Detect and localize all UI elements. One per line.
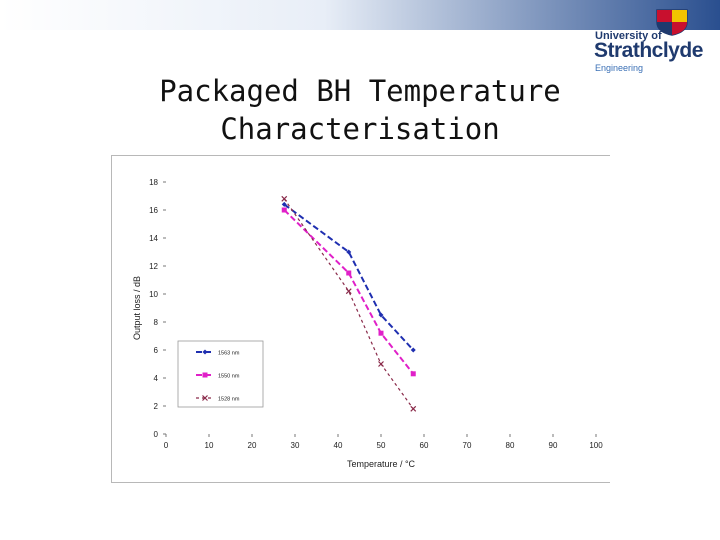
legend-label: 1563 nm <box>218 351 240 357</box>
x-tick-label: 60 <box>420 441 429 450</box>
data-point <box>345 288 352 295</box>
data-point <box>410 405 417 412</box>
y-tick-label: 16 <box>149 206 158 215</box>
y-tick-label: 8 <box>154 318 159 327</box>
x-tick-label: 30 <box>291 441 300 450</box>
y-tick-label: 4 <box>154 374 159 383</box>
series-line <box>283 198 414 410</box>
data-point <box>378 361 384 367</box>
y-tick-label: 10 <box>149 290 158 299</box>
data-point <box>281 195 288 202</box>
x-tick-label: 70 <box>463 441 472 450</box>
chart-frame <box>111 155 610 483</box>
legend-label: 1550 nm <box>218 374 240 380</box>
series-line <box>283 209 415 375</box>
x-tick-label: 20 <box>248 441 257 450</box>
data-point <box>378 330 384 336</box>
x-tick-label: 90 <box>549 441 558 450</box>
x-tick-label: 40 <box>334 441 343 450</box>
data-point <box>202 349 208 355</box>
x-axis-label: Temperature / °C <box>347 459 416 469</box>
y-tick-label: 12 <box>149 262 158 271</box>
legend-label: 1528 nm <box>218 397 240 403</box>
logo-line-3: Engineering <box>595 63 644 73</box>
logo-line-1: University of <box>595 30 662 42</box>
data-point <box>281 207 287 213</box>
data-point <box>410 347 416 353</box>
data-point <box>346 270 352 276</box>
y-tick-label: 0 <box>154 430 159 439</box>
series-1563-nm <box>281 201 416 353</box>
y-tick-label: 14 <box>149 234 158 243</box>
crest-icon <box>656 9 688 36</box>
data-point <box>202 395 208 401</box>
header-gradient-bar <box>0 0 720 30</box>
data-point <box>202 372 208 378</box>
x-tick-label: 0 <box>164 441 169 450</box>
line-chart: 0 2 4 6 8 10 12 14 16 18 0 10 20 30 40 50 60 70 80 90 100 15… <box>132 178 603 469</box>
series-line <box>283 203 414 351</box>
y-axis-label: Output loss / dB <box>132 276 142 340</box>
data-point <box>378 312 384 318</box>
series-1550-nm <box>281 207 416 377</box>
page-title-line-2: Characterisation <box>220 112 500 146</box>
x-tick-label: 50 <box>377 441 386 450</box>
page-title-line-1: Packaged BH Temperature <box>159 74 561 108</box>
x-tick-label: 10 <box>205 441 214 450</box>
legend-box <box>177 340 264 408</box>
y-tick-label: 2 <box>154 402 159 411</box>
y-tick-label: 6 <box>154 346 159 355</box>
data-point <box>410 371 416 377</box>
series-1528-nm <box>281 195 417 412</box>
y-tick-label: 18 <box>149 178 158 187</box>
logo-line-2: Strathclyde <box>594 39 703 62</box>
page-title: Packaged BH Temperature Characterisation <box>100 72 620 148</box>
x-tick-label: 100 <box>589 441 603 450</box>
data-point <box>281 201 287 207</box>
x-tick-label: 80 <box>506 441 515 450</box>
data-point <box>346 249 352 255</box>
